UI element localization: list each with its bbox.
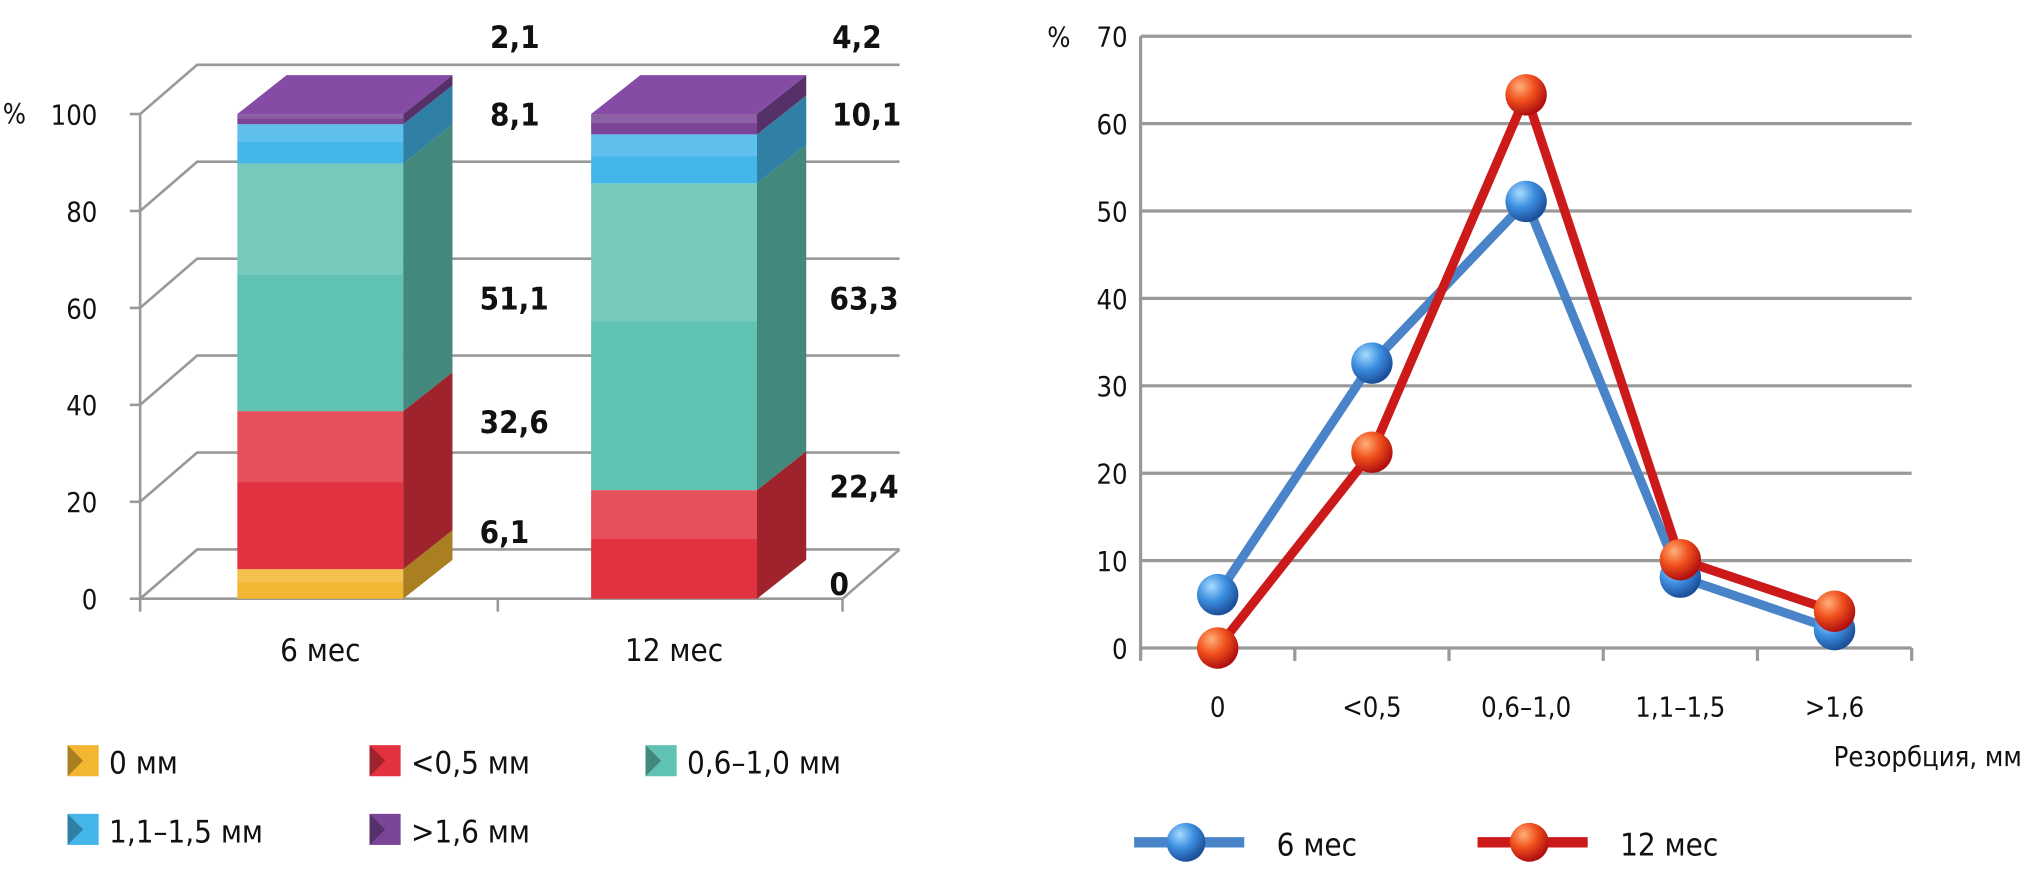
bar-side: [403, 530, 453, 599]
bar-segment: [237, 411, 404, 570]
bar-segment: [591, 114, 757, 135]
data-point: [1505, 180, 1547, 223]
y-tick-label: 20: [66, 488, 97, 519]
y-tick-label: 0: [82, 585, 98, 616]
data-point: [1196, 627, 1239, 669]
x-tick-label: 12 мес: [625, 633, 723, 669]
legend-marker: [1509, 822, 1549, 862]
x-tick-label: 0: [1210, 693, 1226, 724]
legend-swatch-bevel: [369, 813, 386, 845]
legend-label: 1,1–1,5 мм: [109, 814, 263, 850]
legend-label: 0,6–1,0 мм: [687, 746, 841, 782]
bar-side: [403, 75, 453, 125]
x-axis-label: Резорбция, мм: [1834, 742, 2022, 773]
data-point: [1505, 74, 1547, 116]
legend-item: >1,6 мм: [369, 813, 530, 850]
series-line: [1214, 90, 1836, 651]
bar-segment: [237, 163, 404, 412]
bar-side: [757, 451, 807, 599]
bar-highlight: [237, 569, 404, 583]
data-point: [1351, 342, 1393, 384]
legend-item: <0,5 мм: [369, 745, 530, 782]
bar-side: [757, 95, 807, 184]
data-point: [1813, 590, 1856, 632]
bar-highlight: [591, 490, 757, 540]
legend-item: 0,6–1,0 мм: [645, 745, 841, 782]
line-chart: % 0 10 20 30 40 50 60 70 0 <0,5 0,6–1,0 1,1–1,5 >1,6 Р…: [1047, 23, 2022, 864]
y-tick-label: 30: [1096, 372, 1127, 403]
y-tick-label: 70: [1096, 23, 1127, 54]
legend-swatch-bevel: [645, 745, 662, 777]
bar-highlight: [237, 163, 404, 275]
bar-segment: [591, 490, 757, 599]
legend-item: 6 мес: [1134, 822, 1357, 863]
data-label: 4,2: [832, 20, 882, 56]
data-label: 51,1: [480, 282, 549, 318]
legend-label: 12 мес: [1620, 827, 1718, 863]
legend-swatch-bevel: [369, 745, 386, 777]
bar-segment: [591, 134, 757, 184]
bar-segment: [237, 124, 404, 164]
bar-top: [237, 75, 453, 115]
legend-item: 12 мес: [1477, 822, 1718, 863]
y-tick-label: 60: [66, 294, 97, 325]
data-point: [1659, 538, 1702, 581]
bar-highlight: [237, 411, 404, 483]
legend-label: 6 мес: [1277, 827, 1357, 863]
bar-highlight: [591, 183, 757, 322]
x-tick-label: 0,6–1,0: [1481, 693, 1571, 724]
series-line: [1213, 196, 1837, 634]
data-label: 22,4: [830, 470, 899, 506]
stacked-bar-chart: % 0 20 40 60 80 100 6,1 32,6 51,1 8,1 2,1 6 мес 0 22,4…: [3, 20, 901, 850]
y-tick-label: 60: [1096, 110, 1127, 141]
y-axis-label: %: [1047, 23, 1070, 54]
y-tick-label: 0: [1112, 634, 1128, 665]
bar-segment: [591, 183, 757, 491]
y-tick-label: 50: [1096, 197, 1127, 228]
data-label: 2,1: [490, 20, 540, 56]
data-label: 63,3: [830, 282, 899, 318]
legend-label: >1,6 мм: [411, 814, 530, 850]
y-tick-label: 10: [1096, 547, 1127, 578]
bar-side: [757, 75, 807, 135]
data-label: 0: [830, 567, 849, 603]
x-tick-label: 1,1–1,5: [1635, 693, 1725, 724]
y-tick-label: 20: [1096, 460, 1127, 491]
bar-highlight: [591, 134, 757, 157]
x-tick-label: 6 мес: [280, 633, 360, 669]
bar-side: [403, 124, 453, 412]
bar-highlight: [591, 114, 757, 124]
x-tick-label: <0,5: [1342, 693, 1401, 724]
y-tick-label: 80: [66, 197, 97, 228]
data-label: 8,1: [490, 98, 540, 134]
legend-swatch-bevel: [67, 813, 84, 845]
legend-item: 1,1–1,5 мм: [67, 813, 263, 850]
data-point: [1196, 573, 1239, 616]
y-axis-label: %: [3, 99, 26, 130]
legend-label: 0 мм: [109, 746, 178, 782]
legend-label: <0,5 мм: [411, 746, 530, 782]
bar-segment: [237, 114, 404, 125]
bar-top: [591, 75, 807, 115]
bar-side: [403, 85, 453, 164]
bar-side: [757, 144, 807, 491]
y-tick-label: 100: [51, 100, 98, 131]
data-label: 6,1: [480, 515, 530, 551]
data-label: 32,6: [480, 405, 549, 441]
bar-segment: [237, 569, 404, 599]
bar-side: [403, 372, 453, 570]
data-point: [1351, 431, 1393, 473]
legend-marker: [1166, 822, 1206, 862]
legend-swatch-bevel: [67, 745, 84, 777]
y-tick-label: 40: [66, 391, 97, 422]
legend-item: 0 мм: [67, 745, 178, 782]
bar-highlight: [237, 124, 404, 142]
data-label: 10,1: [832, 98, 901, 134]
bar-highlight: [237, 114, 404, 119]
y-tick-label: 40: [1096, 285, 1127, 316]
x-tick-label: >1,6: [1805, 693, 1864, 724]
gridline: [139, 63, 900, 116]
